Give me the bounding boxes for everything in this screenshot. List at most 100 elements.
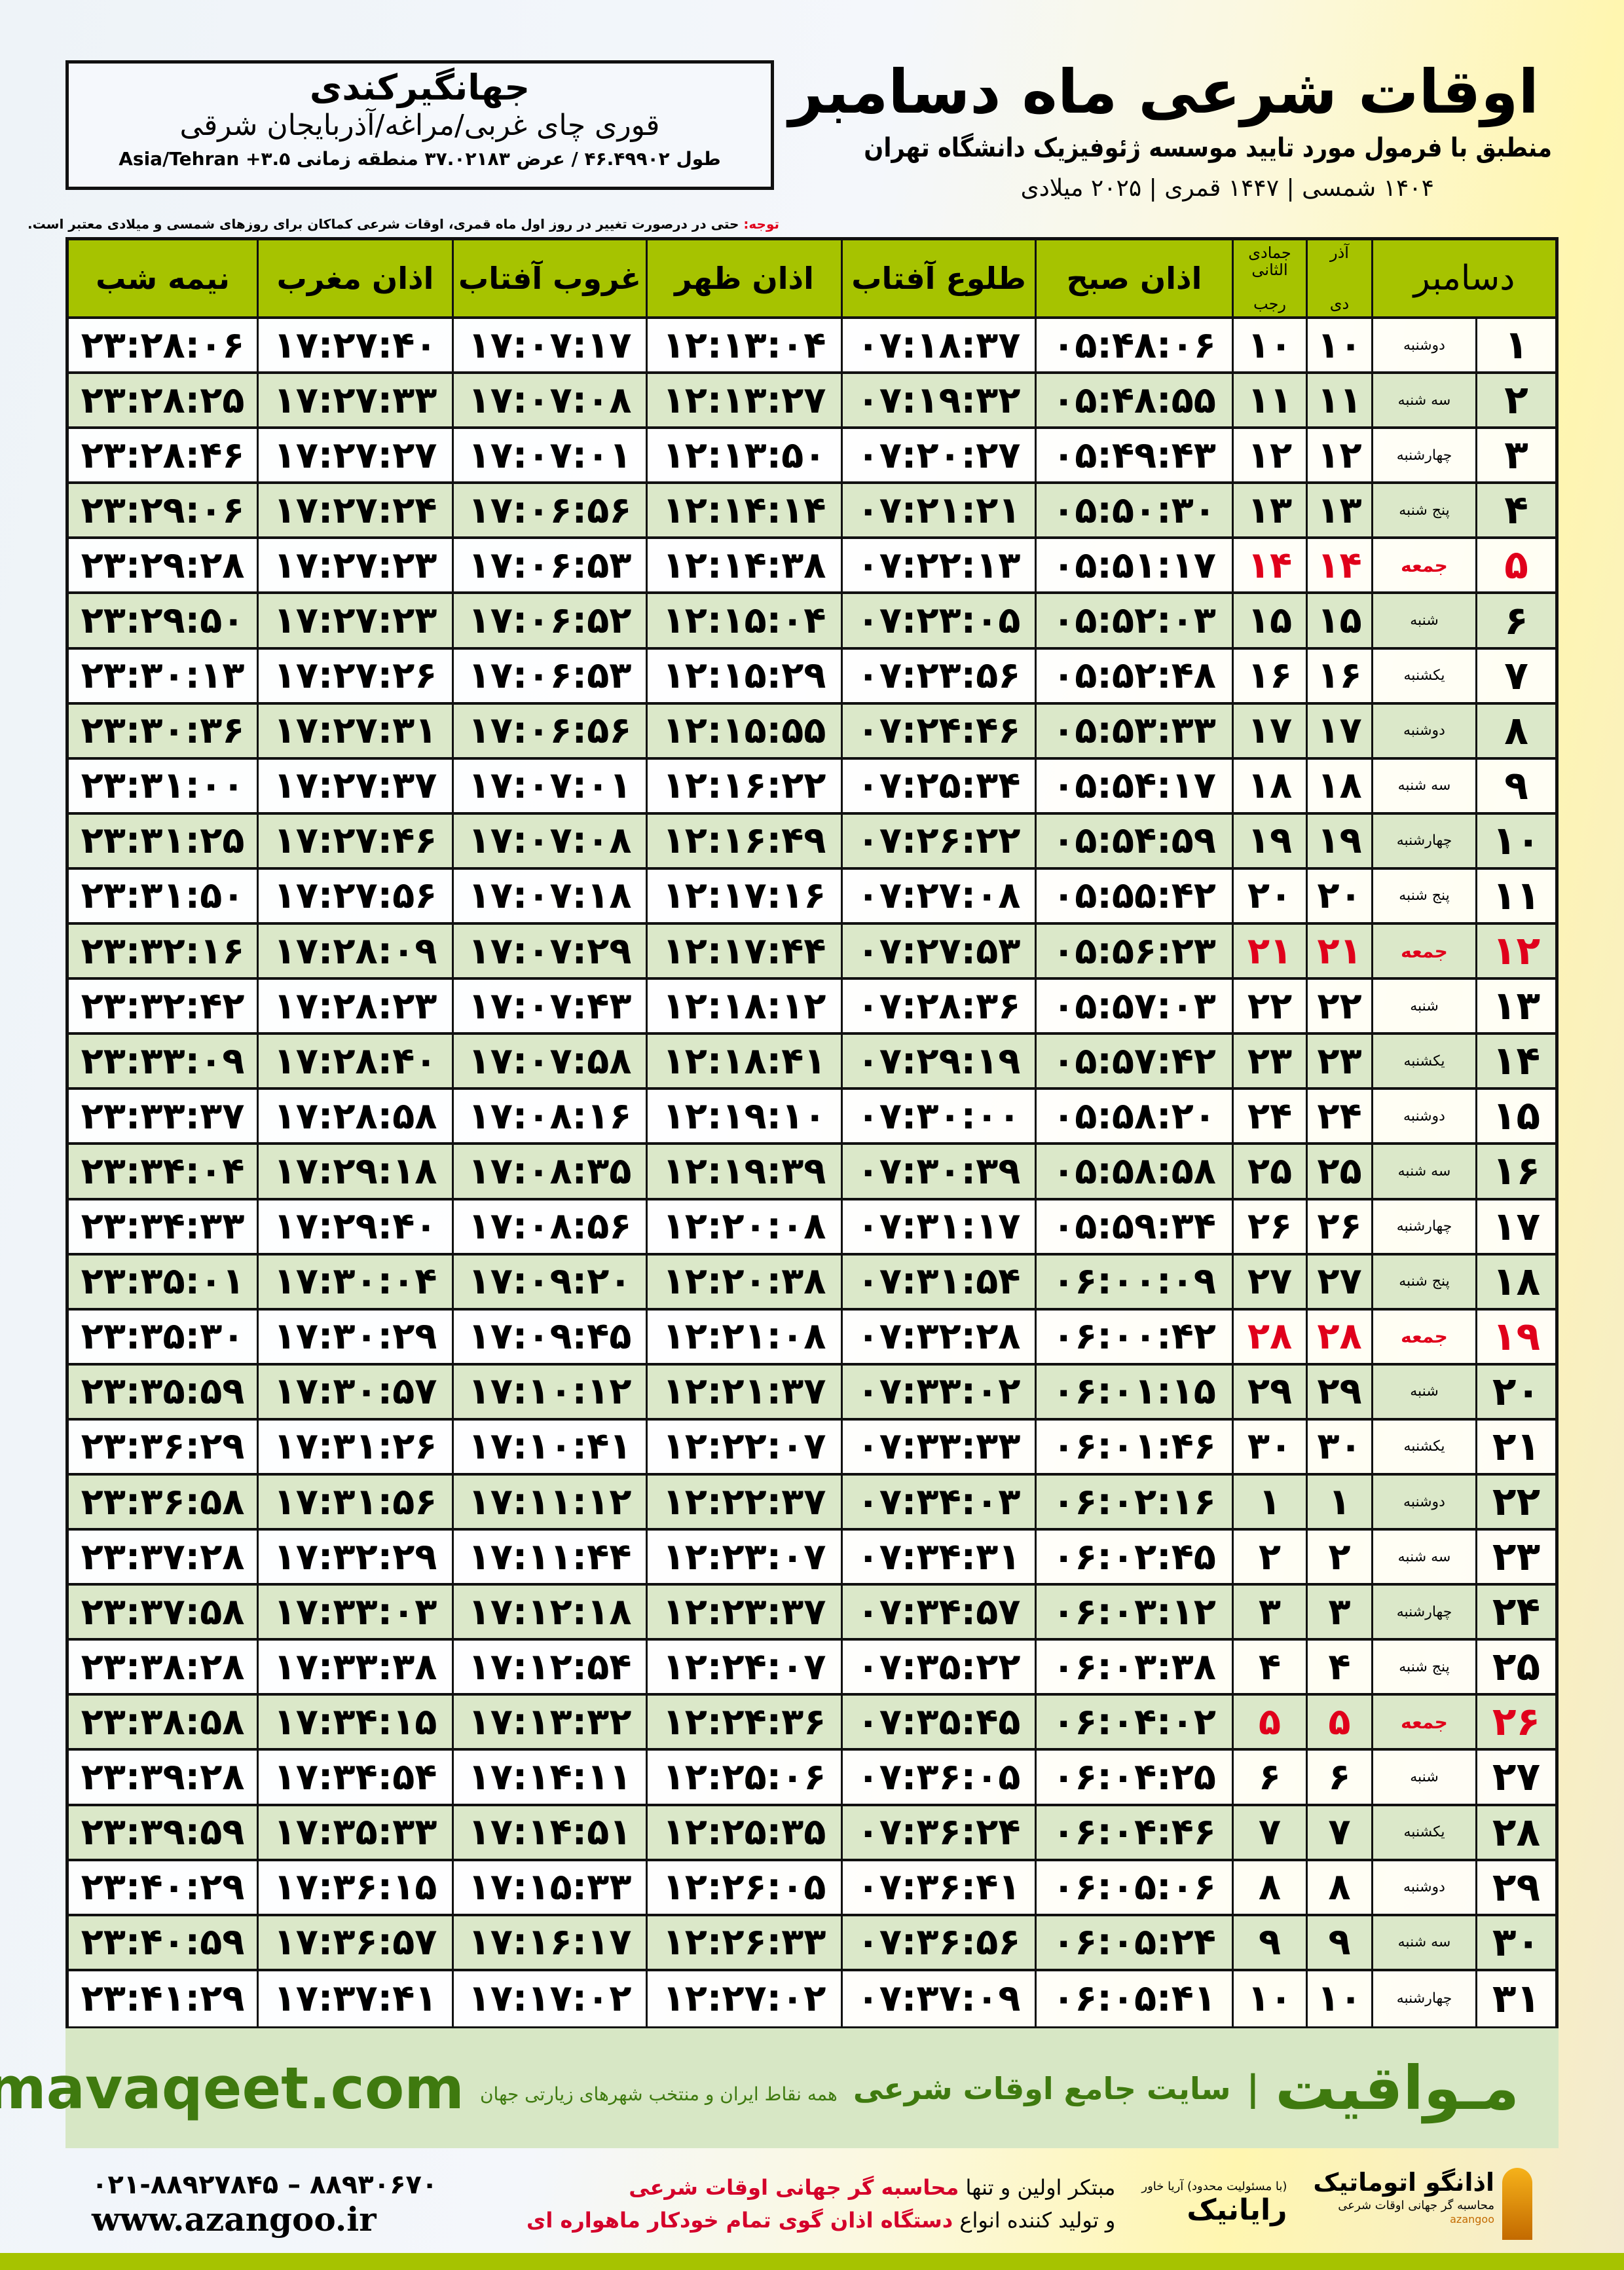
- dey-day: ۲۱: [1306, 925, 1371, 978]
- fajr-time: ۰۵:۵۷:۴۲: [1035, 1035, 1232, 1088]
- weekday: پنج شنبه: [1371, 1641, 1475, 1694]
- rajab-day: ۱۳: [1232, 484, 1306, 537]
- header-dhuhr: اذان ظهر: [646, 240, 841, 316]
- fajr-time: ۰۶:۰۲:۴۵: [1035, 1531, 1232, 1584]
- sunset-time: ۱۷:۱۱:۱۲: [452, 1475, 646, 1529]
- table-row: ۳۰ سه شنبه ۹ ۹ ۰۶:۰۵:۲۴ ۰۷:۳۶:۵۶ ۱۲:۲۶:۳۳ ۱۷:۱۶…: [69, 1916, 1555, 1971]
- day-number: ۷: [1475, 649, 1555, 702]
- sunrise-time: ۰۷:۳۰:۰۰: [841, 1090, 1035, 1143]
- dhuhr-time: ۱۲:۲۶:۳۳: [646, 1916, 841, 1969]
- azangoo-en: azangoo: [1450, 2212, 1494, 2225]
- dey-day: ۱۹: [1306, 814, 1371, 867]
- rajab-day: ۲۵: [1232, 1145, 1306, 1198]
- table-body: ۱ دوشنبه ۱۰ ۱۰ ۰۵:۴۸:۰۶ ۰۷:۱۸:۳۷ ۱۲:۱۳:۰۴ ۱۷:۰۷…: [69, 319, 1555, 2026]
- table-row: ۲۷ شنبه ۶ ۶ ۰۶:۰۴:۲۵ ۰۷:۳۶:۰۵ ۱۲:۲۵:۰۶ ۱۷:۱۴:۱۱…: [69, 1751, 1555, 1806]
- weekday: سه شنبه: [1371, 1916, 1475, 1969]
- fajr-time: ۰۶:۰۰:۴۲: [1035, 1310, 1232, 1363]
- midnight-time: ۲۳:۳۸:۵۸: [81, 1700, 245, 1743]
- sunset-time: ۱۷:۰۷:۲۹: [452, 925, 646, 978]
- sunrise-time: ۰۷:۲۷:۰۸: [841, 869, 1035, 923]
- mavaqeet-logo: مـواقیت: [1275, 2053, 1519, 2123]
- rajab-day: ۲۳: [1232, 1035, 1306, 1088]
- sunrise-time: ۰۷:۲۷:۵۳: [841, 925, 1035, 978]
- day-number: ۱۸: [1475, 1255, 1555, 1308]
- fajr-time: ۰۵:۴۸:۰۶: [1035, 319, 1232, 372]
- table-row: ۱۸ پنج شنبه ۲۷ ۲۷ ۰۶:۰۰:۰۹ ۰۷:۳۱:۵۴ ۱۲:۲۰:۳۸ ۱۷…: [69, 1255, 1555, 1311]
- midnight-time: ۲۳:۳۰:۱۳: [81, 654, 245, 698]
- azangoo-website-link[interactable]: www.azangoo.ir: [92, 2199, 377, 2239]
- maghrib-time: ۱۷:۲۷:۲۷: [257, 429, 452, 482]
- table-row: ۴ پنج شنبه ۱۳ ۱۳ ۰۵:۵۰:۳۰ ۰۷:۲۱:۲۱ ۱۲:۱۴:۱۴ ۱۷:…: [69, 484, 1555, 540]
- dhuhr-time: ۱۲:۱۳:۵۰: [646, 429, 841, 482]
- weekday: دوشنبه: [1371, 704, 1475, 757]
- page-title: اوقات شرعی ماه دسامبر: [788, 57, 1539, 127]
- ad-line1-a: مبتکر اولین و تنها: [959, 2175, 1116, 2200]
- sunset-time: ۱۷:۱۶:۱۷: [452, 1916, 646, 1969]
- maghrib-time: ۱۷:۲۷:۲۳: [257, 594, 452, 647]
- dhuhr-time: ۱۲:۱۷:۱۶: [646, 869, 841, 923]
- weekday: شنبه: [1371, 594, 1475, 647]
- rajab-day: ۱۰: [1232, 319, 1306, 372]
- midnight-time: ۲۳:۳۰:۳۶: [81, 709, 245, 753]
- fajr-time: ۰۶:۰۵:۴۱: [1035, 1971, 1232, 2026]
- maghrib-time: ۱۷:۳۰:۵۷: [257, 1365, 452, 1418]
- dey-day: ۱۳: [1306, 484, 1371, 537]
- page-header: اوقات شرعی ماه دسامبر منطبق با فرمول مور…: [789, 59, 1552, 216]
- table-row: ۲۸ یکشنبه ۷ ۷ ۰۶:۰۴:۴۶ ۰۷:۳۶:۲۴ ۱۲:۲۵:۳۵ ۱۷:۱۴:…: [69, 1806, 1555, 1861]
- maghrib-time: ۱۷:۲۸:۴۰: [257, 1035, 452, 1088]
- rajab-day: ۱۶: [1232, 649, 1306, 702]
- rajab-day: ۶: [1232, 1751, 1306, 1804]
- rajab-day: ۹: [1232, 1916, 1306, 1969]
- sunset-time: ۱۷:۱۷:۰۲: [452, 1971, 646, 2026]
- sunset-time: ۱۷:۰۷:۴۳: [452, 980, 646, 1033]
- sunset-time: ۱۷:۰۷:۱۷: [452, 319, 646, 372]
- midnight-time: ۲۳:۳۵:۵۹: [81, 1370, 245, 1413]
- dey-day: ۳۰: [1306, 1420, 1371, 1473]
- fajr-time: ۰۶:۰۳:۱۲: [1035, 1586, 1232, 1639]
- dey-day: ۱: [1306, 1475, 1371, 1529]
- fajr-time: ۰۵:۵۴:۵۹: [1035, 814, 1232, 867]
- rajab-day: ۷: [1232, 1806, 1306, 1859]
- dey-day: ۲۹: [1306, 1365, 1371, 1418]
- fajr-time: ۰۵:۵۸:۲۰: [1035, 1090, 1232, 1143]
- fajr-time: ۰۵:۵۷:۰۳: [1035, 980, 1232, 1033]
- rajab-day: ۱۵: [1232, 594, 1306, 647]
- fajr-time: ۰۶:۰۰:۰۹: [1035, 1255, 1232, 1308]
- ad-line2-a: و تولید کننده انواع: [953, 2208, 1116, 2233]
- weekday: چهارشنبه: [1371, 429, 1475, 482]
- sunset-time: ۱۷:۰۷:۰۱: [452, 429, 646, 482]
- sunrise-time: ۰۷:۳۴:۵۷: [841, 1586, 1035, 1639]
- header-dey-prev: آذر: [1330, 244, 1349, 262]
- rajab-day: ۲۸: [1232, 1310, 1306, 1363]
- dhuhr-time: ۱۲:۲۷:۰۲: [646, 1971, 841, 2026]
- dhuhr-time: ۱۲:۱۹:۳۹: [646, 1145, 841, 1198]
- maghrib-time: ۱۷:۲۸:۲۳: [257, 980, 452, 1033]
- banner-separator: |: [1246, 2068, 1260, 2109]
- weekday: دوشنبه: [1371, 1861, 1475, 1914]
- midnight-time: ۲۳:۳۱:۵۰: [81, 874, 245, 918]
- dhuhr-time: ۱۲:۲۴:۰۷: [646, 1641, 841, 1694]
- dhuhr-time: ۱۲:۱۴:۱۴: [646, 484, 841, 537]
- table-row: ۲۵ پنج شنبه ۴ ۴ ۰۶:۰۳:۳۸ ۰۷:۳۵:۲۲ ۱۲:۲۴:۰۷ ۱۷:۱…: [69, 1641, 1555, 1696]
- dey-day: ۸: [1306, 1861, 1371, 1914]
- table-row: ۳۱ چهارشنبه ۱۰ ۱۰ ۰۶:۰۵:۴۱ ۰۷:۳۷:۰۹ ۱۲:۲۷:۰۲ ۱۷…: [69, 1971, 1555, 2026]
- day-number: ۲۷: [1475, 1751, 1555, 1804]
- dey-day: ۷: [1306, 1806, 1371, 1859]
- mavaqeet-website-link[interactable]: mavaqeet.com: [0, 2055, 464, 2122]
- dhuhr-time: ۱۲:۲۵:۰۶: [646, 1751, 841, 1804]
- day-number: ۱: [1475, 319, 1555, 372]
- prayer-times-table: دسامبر آذر دی جمادی الثانی رجب اذان صبح …: [65, 237, 1559, 2030]
- day-number: ۹: [1475, 759, 1555, 812]
- dey-day: ۲۸: [1306, 1310, 1371, 1363]
- header-dey: آذر دی: [1306, 240, 1371, 316]
- midnight-time: ۲۳:۴۰:۲۹: [81, 1866, 245, 1909]
- sunrise-time: ۰۷:۳۱:۱۷: [841, 1200, 1035, 1253]
- sunrise-time: ۰۷:۳۶:۴۱: [841, 1861, 1035, 1914]
- midnight-time: ۲۳:۳۴:۰۴: [81, 1149, 245, 1193]
- azangoo-name: اذانگو اتوماتیک: [1313, 2168, 1494, 2197]
- weekday: یکشنبه: [1371, 1035, 1475, 1088]
- fajr-time: ۰۶:۰۱:۱۵: [1035, 1365, 1232, 1418]
- header-rajab-label: رجب: [1253, 294, 1286, 313]
- sunrise-time: ۰۷:۳۴:۳۱: [841, 1531, 1035, 1584]
- dhuhr-time: ۱۲:۲۲:۳۷: [646, 1475, 841, 1529]
